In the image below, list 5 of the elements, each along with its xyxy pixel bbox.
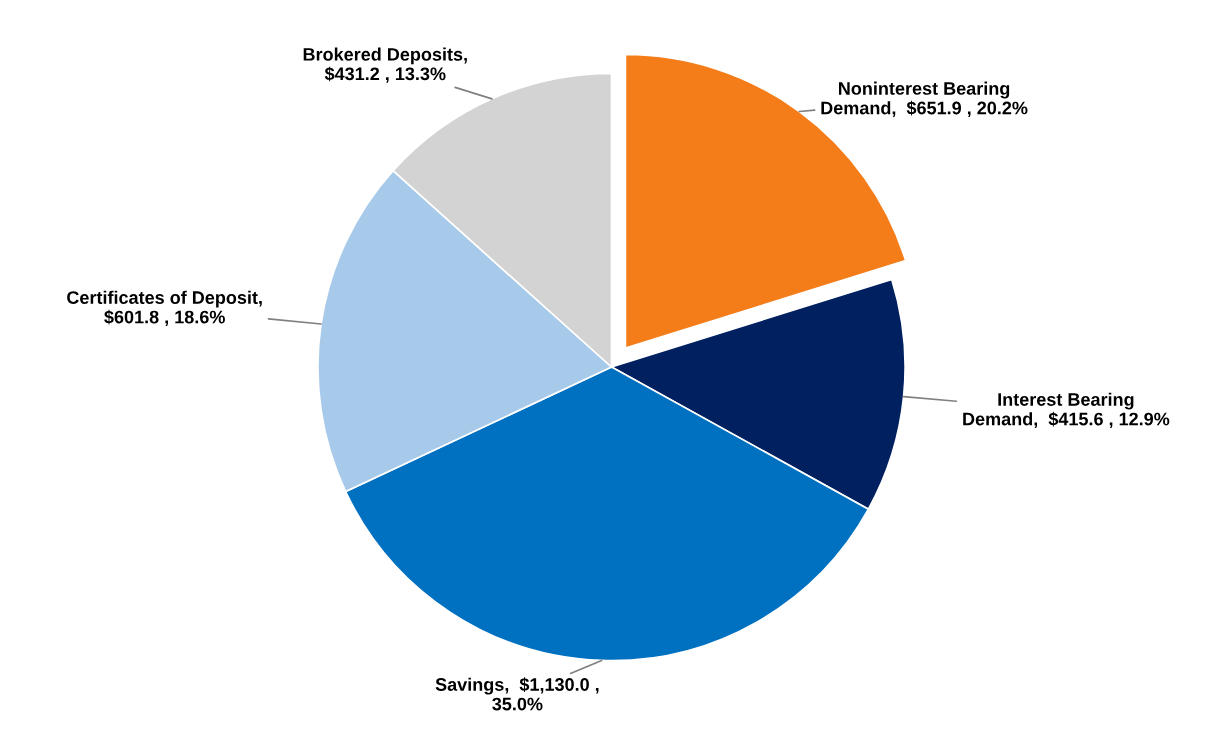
slice-label: Certificates of Deposit, $601.8 , 18.6% [67, 290, 262, 327]
slice-label: Savings, $1,130.0 , 35.0% [435, 677, 599, 711]
slice-label: Brokered Deposits, $431.2 , 13.3% [303, 47, 467, 83]
slice-label: Interest Bearing Demand, $415.6 , 12.9% [963, 392, 1170, 429]
slice-label: Noninterest Bearing Demand, $651.9 , 20.2% [821, 81, 1028, 118]
